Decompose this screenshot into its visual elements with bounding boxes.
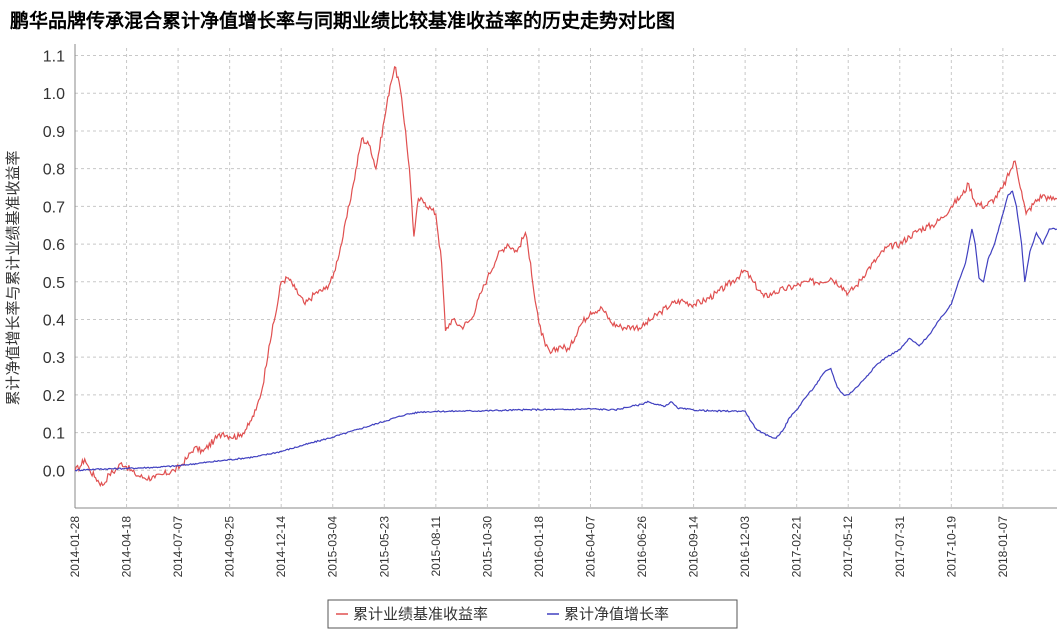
series-layer — [74, 66, 1057, 488]
x-tick-label: 2017-05-12 — [841, 516, 855, 578]
x-tick-label: 2018-01-07 — [996, 516, 1010, 578]
y-tick-label: 0.7 — [43, 199, 65, 216]
x-tick-label: 2017-02-21 — [790, 516, 804, 578]
x-tick-label: 2016-01-18 — [532, 516, 546, 578]
x-tick-labels: 2014-01-28 2014-04-18 2014-07-07 2014-09-25… — [68, 516, 1010, 578]
benchmark-line — [74, 66, 1057, 488]
y-axis-label: 累计净值增长率与累计业绩基准收益率 — [4, 150, 22, 405]
x-tick-label: 2016-06-26 — [635, 516, 649, 578]
y-tick-label: 0.0 — [43, 463, 65, 480]
y-tick-label: 0.9 — [43, 124, 65, 141]
y-tick-label: 1.0 — [43, 86, 65, 103]
y-tick-label: 0.6 — [43, 237, 65, 254]
y-tick-labels: 0.0 0.1 0.2 0.3 0.4 0.5 0.6 0.7 0.8 0.9 1.0 1.1 — [43, 49, 65, 481]
x-tick-label: 2017-10-19 — [944, 516, 958, 578]
x-tick-label: 2016-12-03 — [738, 516, 752, 578]
x-tick-label: 2014-12-14 — [274, 516, 288, 578]
legend: 累计业绩基准收益率 累计净值增长率 — [327, 599, 738, 629]
y-tick-label: 0.1 — [43, 426, 65, 443]
y-tick-label: 0.2 — [43, 388, 65, 405]
chart-title: 鹏华品牌传承混合累计净值增长率与同期业绩比较基准收益率的历史走势对比图 — [10, 9, 675, 32]
x-tick-label: 2015-08-11 — [429, 516, 443, 577]
y-tick-label: 0.4 — [43, 312, 65, 329]
x-tick-label: 2014-04-18 — [120, 516, 134, 578]
x-tick-label: 2014-07-07 — [171, 516, 185, 578]
y-tick-label: 0.3 — [43, 350, 65, 367]
x-tick-label: 2014-01-28 — [68, 516, 82, 578]
y-tick-label: 0.5 — [43, 275, 65, 292]
x-tick-label: 2015-10-30 — [480, 516, 494, 578]
nav-line — [74, 190, 1057, 472]
grid-layer — [74, 48, 1057, 508]
legend-label: 累计净值增长率 — [564, 605, 669, 623]
y-tick-label: 1.1 — [43, 49, 65, 66]
x-tick-label: 2016-09-14 — [687, 516, 701, 578]
x-tick-label: 2015-03-04 — [326, 516, 340, 578]
x-tick-label: 2016-04-07 — [583, 516, 597, 578]
y-tick-label: 0.8 — [43, 162, 65, 179]
x-tick-label: 2015-05-23 — [377, 516, 391, 578]
axis-layer — [74, 44, 1057, 509]
x-tick-label: 2017-07-31 — [893, 516, 907, 578]
x-tick-label: 2014-09-25 — [223, 516, 237, 578]
legend-label: 累计业绩基准收益率 — [353, 605, 488, 623]
legend-box — [327, 599, 738, 629]
